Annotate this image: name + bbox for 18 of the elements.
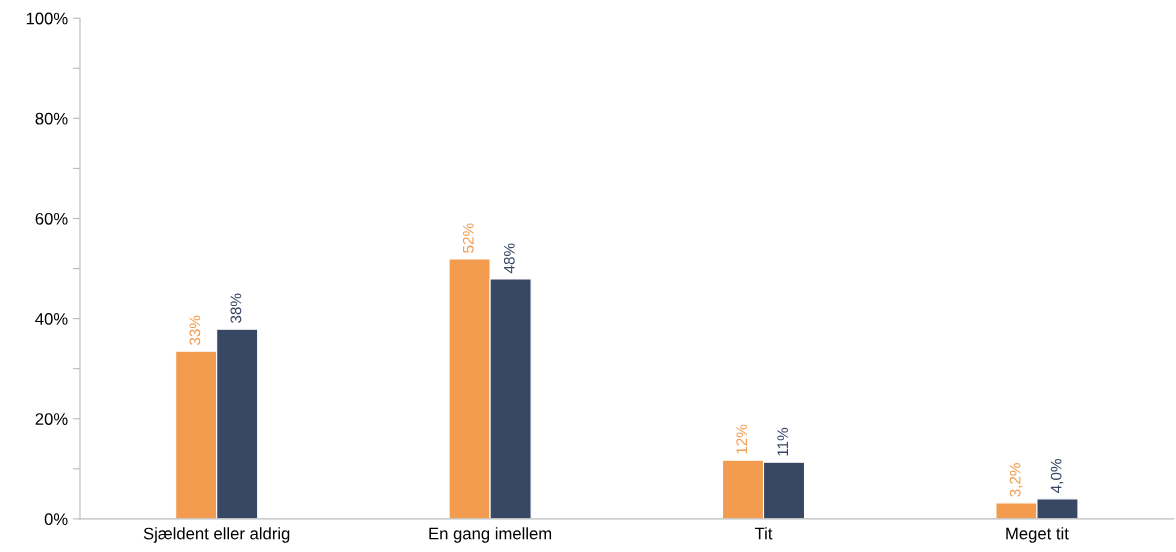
data-label: 48% [503, 243, 515, 274]
y-tick-label: 60% [35, 212, 68, 225]
y-tick-label: 100% [26, 12, 68, 25]
x-tick-label: Meget tit [1006, 527, 1069, 543]
x-tick-label: En gang imellem [429, 527, 552, 543]
x-tick-label: Sjældent eller aldrig [143, 527, 290, 543]
y-tick-label: 80% [35, 112, 68, 125]
data-label: 33% [189, 315, 201, 346]
y-tick-label: 40% [35, 313, 68, 325]
data-label: 3,2% [1009, 463, 1023, 497]
x-tick-label: Tit [754, 527, 773, 540]
data-label: 12% [736, 424, 748, 454]
data-label: 11% [777, 427, 789, 456]
data-label: 4,0% [1050, 459, 1064, 493]
data-label: 38% [230, 293, 242, 323]
data-label: 52% [462, 223, 474, 253]
y-tick-label: 0% [44, 513, 68, 526]
y-tick-label: 20% [35, 413, 68, 425]
